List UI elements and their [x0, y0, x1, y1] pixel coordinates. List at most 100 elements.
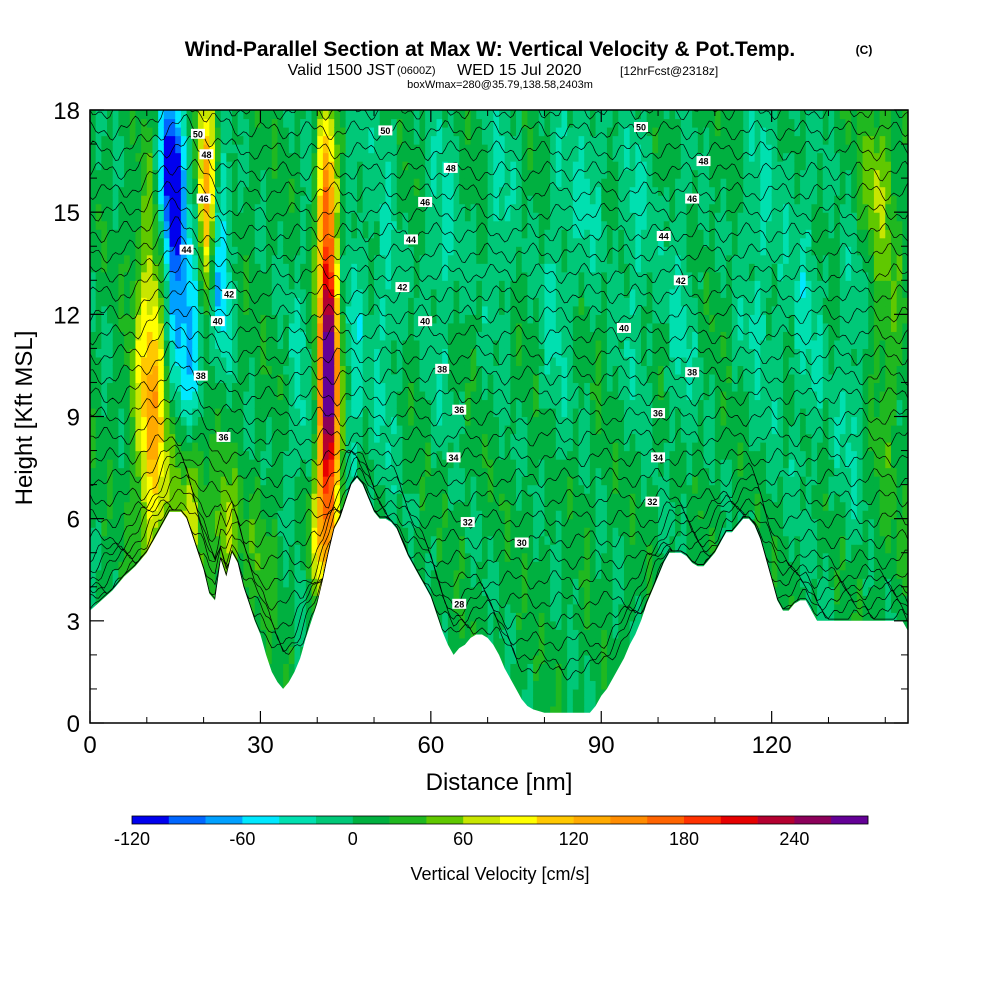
velocity-cell: [521, 484, 528, 494]
velocity-cell: [470, 178, 477, 188]
velocity-cell: [533, 527, 540, 537]
velocity-cell: [186, 373, 193, 384]
velocity-cell: [499, 169, 506, 179]
velocity-cell: [135, 195, 142, 205]
velocity-cell: [271, 263, 279, 273]
velocity-cell: [544, 237, 551, 247]
velocity-cell: [538, 356, 546, 367]
velocity-cell: [396, 127, 404, 137]
velocity-cell: [459, 586, 466, 596]
velocity-cell: [470, 620, 477, 630]
velocity-cell: [516, 331, 523, 341]
velocity-cell: [481, 544, 489, 554]
velocity-cell: [232, 297, 239, 307]
velocity-cell: [544, 373, 551, 384]
velocity-cell: [356, 467, 364, 477]
velocity-cell: [379, 110, 386, 120]
velocity-cell: [141, 390, 148, 401]
velocity-cell: [192, 484, 199, 494]
velocity-cell: [152, 433, 159, 443]
velocity-cell: [555, 365, 563, 375]
velocity-cell: [254, 288, 262, 298]
velocity-cell: [362, 365, 369, 375]
velocity-cell: [538, 544, 546, 554]
velocity-cell: [504, 322, 511, 332]
velocity-cell: [328, 501, 335, 511]
velocity-cell: [487, 288, 494, 298]
velocity-cell: [499, 476, 506, 486]
velocity-cell: [436, 603, 443, 613]
velocity-cell: [527, 212, 534, 222]
velocity-cell: [334, 280, 341, 290]
velocity-cell: [362, 229, 369, 239]
velocity-cell: [203, 578, 210, 588]
velocity-cell: [447, 535, 455, 545]
velocity-cell: [180, 450, 188, 460]
velocity-cell: [266, 169, 273, 179]
velocity-cell: [90, 161, 97, 171]
velocity-cell: [232, 535, 239, 545]
velocity-cell: [561, 322, 568, 332]
velocity-cell: [442, 280, 449, 290]
velocity-cell: [499, 339, 506, 349]
velocity-cell: [413, 314, 421, 324]
velocity-cell: [447, 442, 455, 452]
velocity-cell: [254, 110, 262, 120]
velocity-cell: [220, 450, 227, 460]
velocity-cell: [391, 237, 398, 247]
velocity-cell: [266, 339, 273, 349]
velocity-cell: [180, 399, 188, 409]
velocity-cell: [351, 161, 358, 171]
velocity-cell: [305, 595, 313, 605]
velocity-cell: [146, 476, 154, 486]
velocity-cell: [538, 212, 546, 222]
velocity-cell: [197, 348, 205, 358]
velocity-cell: [288, 433, 296, 443]
velocity-cell: [481, 356, 489, 367]
velocity-cell: [232, 161, 239, 171]
velocity-cell: [180, 356, 188, 367]
velocity-cell: [493, 144, 500, 154]
velocity-cell: [396, 118, 404, 128]
velocity-cell: [95, 569, 102, 579]
velocity-cell: [101, 527, 108, 537]
velocity-cell: [533, 322, 540, 332]
velocity-cell: [345, 220, 352, 230]
velocity-cell: [232, 305, 239, 315]
velocity-cell: [277, 161, 284, 171]
velocity-cell: [334, 212, 341, 222]
velocity-cell: [180, 161, 188, 171]
velocity-cell: [356, 288, 364, 298]
velocity-cell: [481, 118, 489, 128]
velocity-cell: [459, 237, 466, 247]
velocity-cell: [107, 118, 114, 128]
velocity-cell: [538, 246, 546, 256]
velocity-cell: [470, 365, 477, 375]
velocity-cell: [561, 161, 568, 171]
velocity-cell: [351, 322, 358, 332]
velocity-cell: [112, 348, 119, 358]
velocity-cell: [436, 612, 443, 622]
velocity-cell: [555, 407, 563, 418]
velocity-cell: [396, 339, 404, 349]
velocity-cell: [288, 459, 296, 469]
subtitle-valid-time: Valid 1500 JST: [288, 62, 396, 79]
velocity-cell: [124, 561, 131, 571]
velocity-cell: [112, 305, 119, 315]
velocity-cell: [544, 561, 551, 571]
velocity-cell: [317, 382, 324, 392]
velocity-cell: [129, 212, 137, 222]
velocity-cell: [271, 671, 279, 682]
velocity-cell: [192, 212, 199, 222]
velocity-cell: [419, 433, 426, 443]
velocity-cell: [572, 493, 580, 503]
velocity-cell: [322, 178, 330, 188]
velocity-cell: [538, 535, 546, 545]
velocity-cell: [192, 356, 199, 367]
velocity-cell: [459, 280, 466, 290]
velocity-cell: [499, 407, 506, 418]
velocity-cell: [305, 263, 313, 273]
velocity-cell: [550, 339, 557, 349]
velocity-cell: [152, 467, 159, 477]
velocity-cell: [158, 331, 165, 341]
